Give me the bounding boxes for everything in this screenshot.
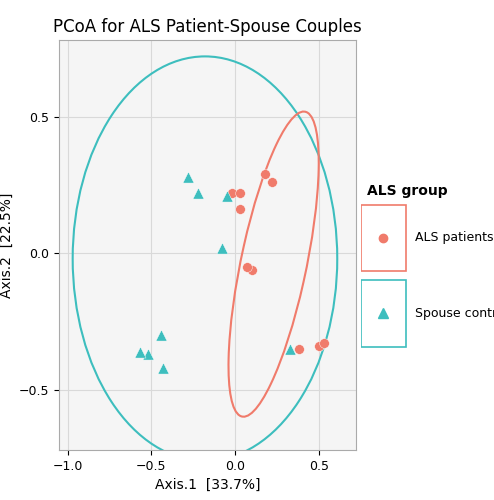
Point [159,364,167,372]
Point [236,189,244,197]
Point [268,178,276,186]
Point [228,189,236,197]
X-axis label: Axis.1  [33.7%]: Axis.1 [33.7%] [155,478,260,492]
Point [136,348,144,356]
Point [194,189,202,197]
Point [218,244,226,252]
Point [223,192,231,200]
Title: PCoA for ALS Patient-Spouse Couples: PCoA for ALS Patient-Spouse Couples [53,18,362,36]
Point [236,206,244,214]
Point [315,342,323,350]
Text: ALS patients: ALS patients [414,232,493,244]
Text: Spouse controls: Spouse controls [414,306,494,320]
Text: ALS group: ALS group [367,184,448,198]
Point [243,263,251,271]
Point [261,170,269,178]
Point [320,340,328,347]
Point [144,350,152,358]
Point [287,345,294,353]
Point [158,331,165,339]
Point [184,172,192,180]
Y-axis label: Axis.2  [22.5%]: Axis.2 [22.5%] [0,192,13,298]
Point [295,345,303,353]
Point [248,266,256,274]
